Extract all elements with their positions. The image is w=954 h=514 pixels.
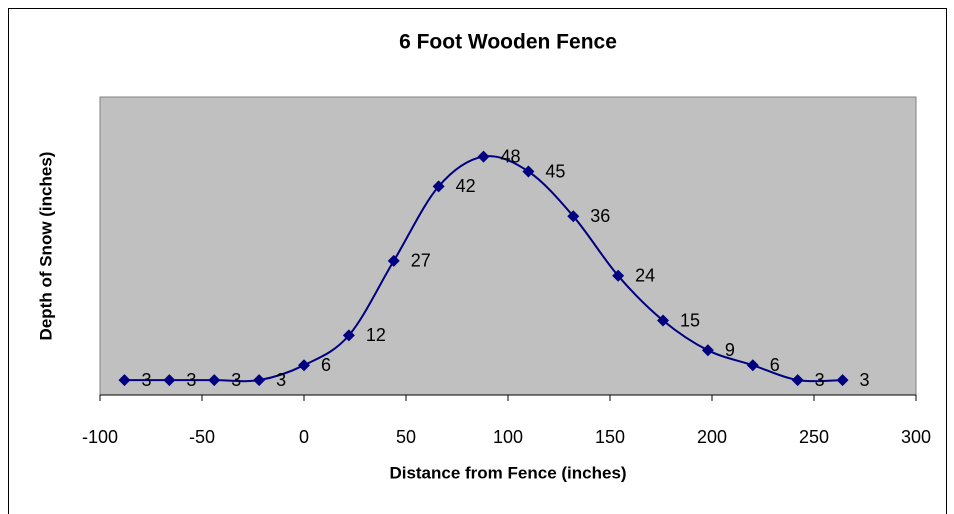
- marker: [612, 269, 625, 282]
- data-label: 48: [501, 146, 521, 166]
- x-tick-label: 300: [901, 427, 931, 447]
- x-tick-label: -100: [82, 427, 118, 447]
- data-label: 36: [590, 206, 610, 226]
- data-label: 45: [545, 161, 565, 181]
- marker: [342, 329, 355, 342]
- marker: [118, 374, 131, 387]
- plot-area: [99, 96, 917, 396]
- data-label: 3: [276, 370, 286, 390]
- marker: [657, 314, 670, 327]
- marker: [567, 210, 580, 223]
- marker: [387, 254, 400, 267]
- x-tick-label: 200: [697, 427, 727, 447]
- x-tick-label: -50: [189, 427, 215, 447]
- data-label: 3: [186, 370, 196, 390]
- marker: [298, 359, 310, 372]
- y-axis-label: Depth of Snow (inches): [36, 152, 55, 341]
- data-label: 6: [321, 355, 331, 375]
- data-label: 24: [635, 266, 655, 286]
- marker: [791, 374, 804, 387]
- data-label: 3: [815, 370, 825, 390]
- marker: [701, 344, 714, 357]
- marker: [163, 374, 176, 387]
- data-label: 3: [141, 370, 151, 390]
- x-tick-label: 0: [299, 427, 309, 447]
- x-tick-label: 250: [799, 427, 829, 447]
- marker: [522, 165, 535, 178]
- chart-title: 6 Foot Wooden Fence: [399, 31, 617, 54]
- data-label: 6: [770, 355, 780, 375]
- data-label: 12: [366, 325, 386, 345]
- marker: [253, 374, 266, 387]
- marker: [746, 359, 759, 372]
- data-label: 9: [725, 340, 735, 360]
- marker: [477, 150, 490, 163]
- data-label: 27: [411, 251, 431, 271]
- data-label: 3: [231, 370, 241, 390]
- x-tick-label: 150: [595, 427, 625, 447]
- data-label: 15: [680, 310, 700, 330]
- x-axis-label: Distance from Fence (inches): [389, 463, 626, 482]
- data-label: 42: [456, 176, 476, 196]
- x-tick-label: 100: [493, 427, 523, 447]
- marker: [432, 180, 445, 193]
- marker: [836, 374, 849, 387]
- data-label: 3: [860, 370, 870, 390]
- x-tick-label: 50: [396, 427, 416, 447]
- marker: [208, 374, 221, 387]
